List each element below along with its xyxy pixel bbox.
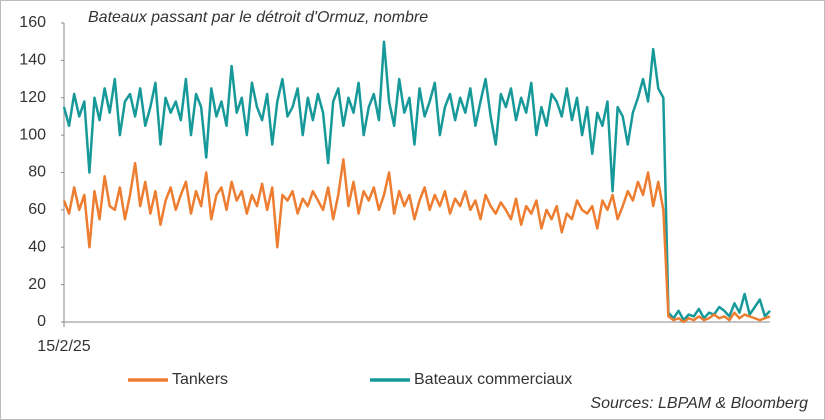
series-line (62, 158, 771, 324)
y-tick-label: 40 (28, 238, 46, 255)
y-tick-label: 0 (37, 313, 46, 330)
y-tick-label: 160 (19, 14, 46, 31)
y-tick-label: 120 (19, 89, 46, 106)
source: Sources: LBPAM & Bloomberg (590, 395, 808, 412)
legend-label: Tankers (172, 371, 228, 388)
chart-title: Bateaux passant par le détroit d'Ormuz, … (88, 9, 428, 26)
legend-label: Bateaux commerciaux (414, 371, 572, 388)
y-tick-label: 80 (28, 164, 46, 181)
y-tick-label: 60 (28, 201, 46, 218)
y-tick-label: 20 (28, 276, 46, 293)
series-line (62, 40, 771, 322)
x-tick-label: 15/2/25 (37, 338, 90, 355)
y-tick-label: 100 (19, 126, 46, 143)
y-tick-label: 140 (19, 52, 46, 69)
